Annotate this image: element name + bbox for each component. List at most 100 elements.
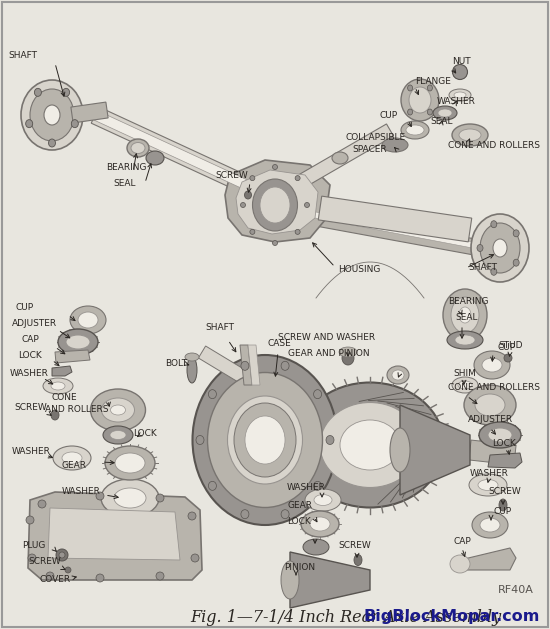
Ellipse shape (96, 574, 104, 582)
Ellipse shape (452, 377, 478, 393)
Text: SHAFT: SHAFT (8, 50, 37, 60)
Ellipse shape (91, 389, 146, 431)
Ellipse shape (191, 554, 199, 562)
Ellipse shape (479, 422, 521, 448)
Ellipse shape (272, 240, 278, 245)
Text: GEAR AND PINION: GEAR AND PINION (288, 348, 370, 357)
Text: SEAL: SEAL (113, 179, 135, 187)
Ellipse shape (310, 517, 330, 531)
Ellipse shape (196, 435, 204, 445)
Text: GEAR: GEAR (62, 462, 87, 470)
Ellipse shape (241, 509, 249, 519)
Ellipse shape (455, 335, 475, 345)
Ellipse shape (433, 106, 457, 120)
Ellipse shape (382, 138, 408, 152)
Polygon shape (248, 345, 260, 385)
Ellipse shape (245, 416, 285, 464)
Ellipse shape (234, 403, 296, 477)
Text: SCREW: SCREW (215, 170, 248, 179)
Text: PINION: PINION (284, 564, 315, 572)
Polygon shape (460, 548, 516, 570)
Ellipse shape (342, 351, 354, 365)
Ellipse shape (453, 65, 468, 79)
Ellipse shape (115, 453, 145, 473)
Text: BigBlockMopar.com: BigBlockMopar.com (364, 610, 540, 625)
Ellipse shape (38, 500, 46, 508)
Ellipse shape (469, 474, 507, 496)
Ellipse shape (443, 289, 487, 341)
Text: CASE: CASE (267, 338, 291, 347)
Ellipse shape (513, 230, 519, 237)
Ellipse shape (504, 354, 512, 362)
Text: SPACER: SPACER (352, 145, 387, 155)
Ellipse shape (332, 152, 348, 164)
Ellipse shape (53, 446, 91, 470)
Text: LOCK: LOCK (492, 438, 516, 447)
Ellipse shape (401, 121, 429, 139)
Ellipse shape (245, 191, 251, 199)
Ellipse shape (303, 539, 329, 555)
Polygon shape (292, 124, 393, 191)
Ellipse shape (427, 109, 432, 115)
Ellipse shape (187, 357, 197, 383)
Text: SCREW: SCREW (338, 540, 371, 550)
Polygon shape (318, 196, 472, 242)
Ellipse shape (243, 414, 288, 466)
Polygon shape (225, 160, 330, 242)
Ellipse shape (464, 385, 516, 425)
Ellipse shape (250, 175, 255, 181)
Ellipse shape (62, 452, 82, 464)
Ellipse shape (390, 428, 410, 472)
Ellipse shape (250, 230, 255, 235)
Polygon shape (488, 453, 522, 468)
Ellipse shape (208, 389, 216, 399)
Ellipse shape (340, 420, 400, 470)
Ellipse shape (59, 552, 65, 558)
Ellipse shape (387, 366, 409, 384)
Ellipse shape (63, 88, 70, 96)
Ellipse shape (185, 353, 199, 361)
Ellipse shape (70, 306, 106, 334)
Ellipse shape (272, 165, 278, 169)
Text: SCREW: SCREW (488, 487, 521, 496)
Polygon shape (93, 111, 270, 199)
Ellipse shape (295, 230, 300, 235)
Text: WASHER: WASHER (437, 97, 476, 106)
Text: SCREW AND WASHER: SCREW AND WASHER (278, 333, 375, 342)
Polygon shape (91, 107, 272, 203)
Ellipse shape (26, 516, 34, 524)
Ellipse shape (26, 120, 32, 128)
Ellipse shape (354, 555, 362, 565)
Ellipse shape (480, 518, 500, 532)
Text: CONE: CONE (52, 394, 78, 403)
Text: SHAFT: SHAFT (468, 264, 497, 272)
Ellipse shape (401, 79, 439, 121)
Ellipse shape (326, 435, 334, 445)
Text: CUP: CUP (15, 303, 33, 311)
Text: GEAR: GEAR (287, 501, 312, 509)
Ellipse shape (449, 89, 471, 101)
Text: LOCK: LOCK (287, 518, 311, 526)
Text: BEARING: BEARING (448, 298, 488, 306)
Ellipse shape (491, 269, 497, 276)
Ellipse shape (78, 312, 98, 328)
Text: SCREW: SCREW (14, 403, 47, 413)
Ellipse shape (43, 378, 73, 394)
Polygon shape (400, 405, 470, 495)
Ellipse shape (51, 410, 59, 420)
Ellipse shape (409, 87, 431, 113)
Ellipse shape (192, 355, 338, 525)
Polygon shape (199, 346, 249, 384)
Ellipse shape (240, 203, 245, 208)
Ellipse shape (438, 109, 452, 117)
Ellipse shape (454, 92, 466, 98)
Text: NUT: NUT (452, 57, 471, 67)
Ellipse shape (295, 175, 300, 181)
Text: COVER: COVER (40, 576, 71, 584)
Text: Fig. 1—7-1/4 Inch Rear Axle Assembly: Fig. 1—7-1/4 Inch Rear Axle Assembly (190, 608, 501, 625)
Ellipse shape (102, 398, 135, 422)
Ellipse shape (392, 370, 404, 380)
Ellipse shape (65, 567, 71, 573)
Ellipse shape (127, 139, 149, 157)
Text: WASHER: WASHER (62, 487, 101, 496)
